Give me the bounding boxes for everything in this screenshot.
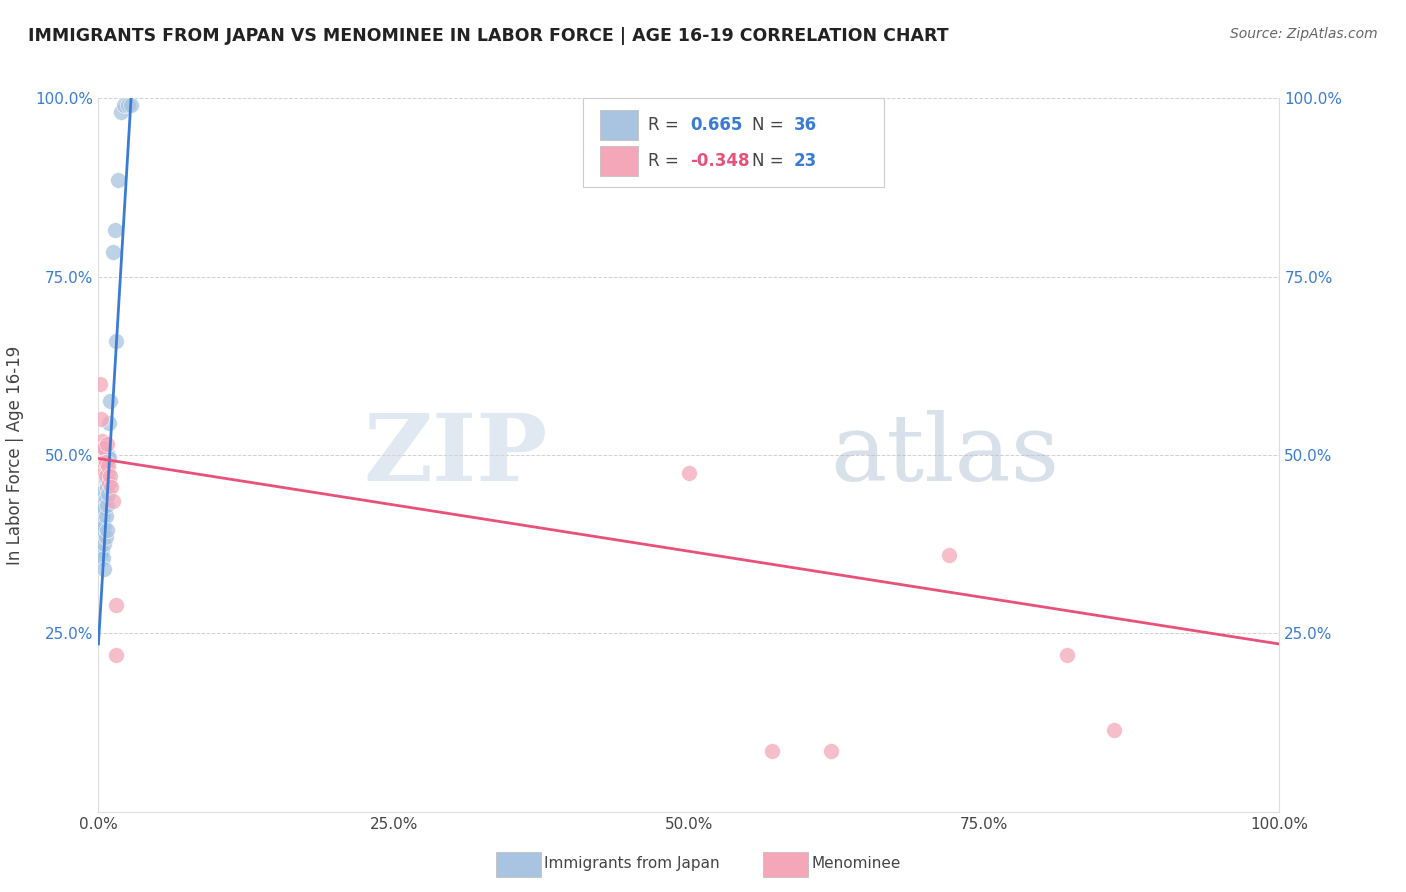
Y-axis label: In Labor Force | Age 16-19: In Labor Force | Age 16-19	[7, 345, 24, 565]
Point	[98, 394, 121, 409]
Point	[820, 744, 842, 758]
Point	[117, 98, 139, 112]
Point	[761, 744, 783, 758]
Point	[101, 494, 124, 508]
Text: Menominee: Menominee	[811, 856, 901, 871]
Point	[91, 526, 114, 541]
Point	[98, 469, 121, 483]
Point	[107, 173, 129, 187]
Point	[105, 334, 128, 348]
Point	[96, 498, 118, 512]
Point	[94, 473, 117, 487]
Point	[91, 544, 114, 558]
Point	[96, 462, 118, 476]
Text: ZIP: ZIP	[363, 410, 547, 500]
FancyBboxPatch shape	[600, 111, 638, 140]
Text: R =: R =	[648, 152, 683, 169]
Point	[1102, 723, 1125, 737]
Text: Immigrants from Japan: Immigrants from Japan	[544, 856, 720, 871]
Point	[98, 451, 121, 466]
Point	[93, 501, 115, 516]
Point	[100, 480, 122, 494]
Point	[94, 530, 117, 544]
Point	[91, 498, 114, 512]
Point	[96, 480, 118, 494]
Point	[91, 462, 114, 476]
FancyBboxPatch shape	[582, 98, 884, 187]
Point	[91, 441, 114, 455]
Point	[94, 508, 117, 523]
Point	[101, 244, 124, 259]
Point	[112, 98, 135, 112]
Point	[93, 537, 115, 551]
Text: 36: 36	[794, 116, 817, 134]
Point	[97, 458, 120, 473]
Point	[91, 508, 114, 523]
Point	[97, 487, 120, 501]
Point	[104, 223, 127, 237]
Text: 0.665: 0.665	[690, 116, 742, 134]
Point	[93, 441, 115, 455]
Point	[91, 491, 114, 505]
Point	[91, 519, 114, 533]
Text: IMMIGRANTS FROM JAPAN VS MENOMINEE IN LABOR FORCE | AGE 16-19 CORRELATION CHART: IMMIGRANTS FROM JAPAN VS MENOMINEE IN LA…	[28, 27, 949, 45]
Point	[678, 466, 700, 480]
Point	[91, 434, 114, 448]
Point	[1056, 648, 1078, 662]
Point	[90, 412, 112, 426]
Point	[94, 455, 117, 469]
Point	[94, 491, 117, 505]
Point	[97, 448, 120, 462]
Point	[91, 551, 114, 566]
Point	[93, 455, 115, 469]
Point	[96, 523, 118, 537]
Point	[97, 466, 120, 480]
Point	[98, 476, 121, 491]
Point	[93, 483, 115, 498]
Point	[938, 548, 960, 562]
Point	[121, 98, 143, 112]
Point	[90, 523, 112, 537]
Point	[98, 416, 121, 430]
Point	[93, 519, 115, 533]
Point	[93, 562, 115, 576]
Text: -0.348: -0.348	[690, 152, 749, 169]
Text: 23: 23	[794, 152, 817, 169]
Text: Source: ZipAtlas.com: Source: ZipAtlas.com	[1230, 27, 1378, 41]
Point	[105, 598, 128, 612]
Point	[105, 648, 128, 662]
Text: atlas: atlas	[831, 410, 1060, 500]
Point	[96, 437, 118, 451]
Point	[89, 376, 111, 391]
Point	[90, 548, 112, 562]
Point	[110, 105, 132, 120]
Text: N =: N =	[752, 152, 789, 169]
Point	[94, 469, 117, 483]
Text: R =: R =	[648, 116, 683, 134]
FancyBboxPatch shape	[600, 146, 638, 176]
Text: N =: N =	[752, 116, 789, 134]
